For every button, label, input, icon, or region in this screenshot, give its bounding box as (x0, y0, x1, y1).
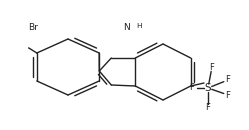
Text: F: F (226, 76, 230, 85)
Text: S: S (205, 83, 211, 93)
Text: N: N (124, 22, 130, 31)
Text: F: F (206, 103, 210, 112)
Text: H: H (136, 23, 141, 29)
Text: F: F (210, 63, 214, 72)
Text: F: F (226, 90, 230, 99)
Text: F: F (189, 83, 194, 93)
Text: Br: Br (28, 22, 38, 31)
